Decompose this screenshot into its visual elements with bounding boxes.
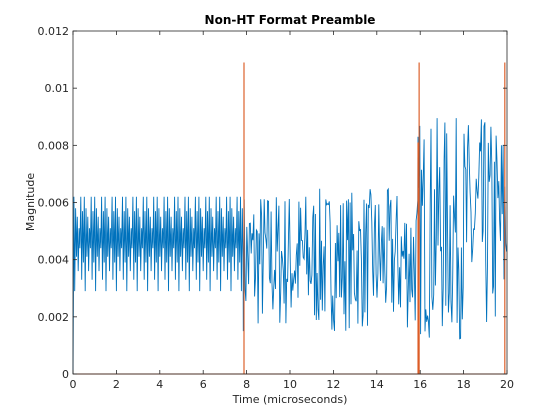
x-tick-label: 20 [500,378,514,391]
y-tick-label: 0.008 [38,139,70,152]
chart-title: Non-HT Format Preamble [205,13,376,27]
y-axis-ticks: 0 0.002 0.004 0.006 0.008 0.01 0.012 [38,25,507,381]
x-tick-label: 16 [413,378,427,391]
x-axis-ticks: 0 2 4 6 8 10 12 14 16 18 20 [70,31,514,391]
series-layer [72,118,508,375]
x-axis-label: Time (microseconds) [232,393,348,406]
y-tick-label: 0.002 [38,311,70,324]
y-tick-label: 0 [62,368,69,381]
y-tick-label: 0.012 [38,25,70,38]
x-tick-label: 2 [113,378,120,391]
x-tick-label: 18 [457,378,471,391]
x-tick-label: 0 [70,378,77,391]
series-line-blue [72,118,508,375]
y-tick-label: 0.004 [38,254,70,267]
x-tick-label: 4 [156,378,163,391]
x-tick-label: 8 [243,378,250,391]
x-tick-label: 12 [326,378,340,391]
x-tick-label: 10 [283,378,297,391]
y-axis-label: Magnitude [24,173,37,232]
y-tick-label: 0.006 [38,197,70,210]
x-tick-label: 6 [200,378,207,391]
y-tick-label: 0.01 [45,82,70,95]
x-tick-label: 14 [370,378,384,391]
